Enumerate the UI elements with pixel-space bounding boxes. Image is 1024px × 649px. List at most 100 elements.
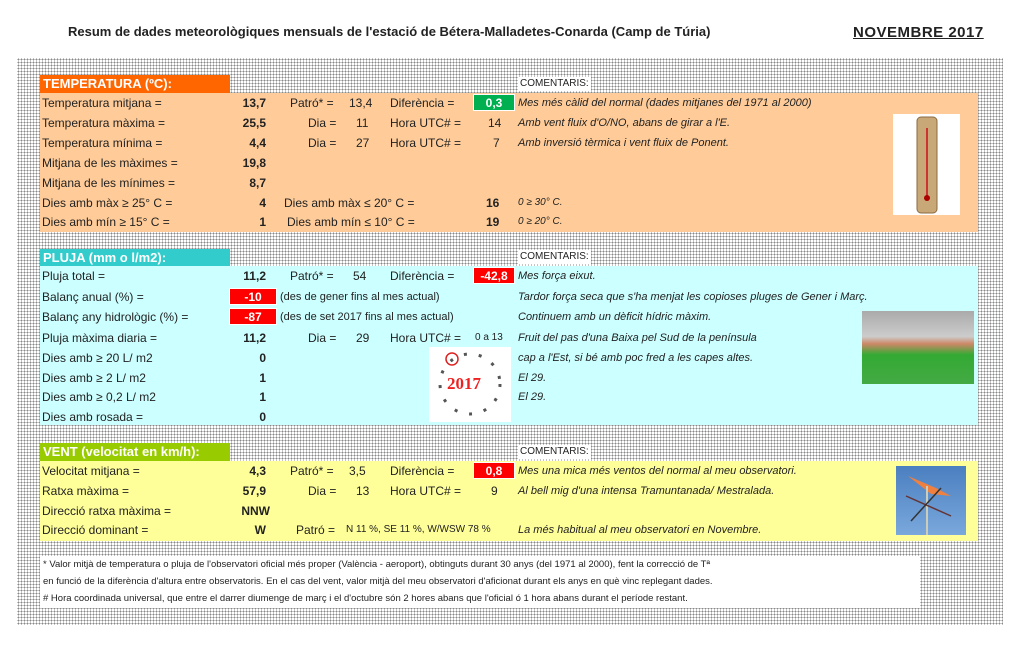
comment: 0 ≥ 20° C. — [518, 216, 563, 227]
wind-header: VENT (velocitat en km/h): — [40, 443, 230, 461]
label: Dies amb màx ≥ 25° C = — [42, 196, 173, 210]
value: 0 — [259, 410, 266, 424]
label: Dies amb ≥ 2 L/ m2 — [42, 371, 146, 385]
label: Dies amb mín ≥ 15° C = — [42, 215, 170, 229]
comment: 0 ≥ 30° C. — [518, 197, 563, 208]
value: 19,8 — [242, 156, 266, 170]
hora-value: 7 — [493, 136, 500, 150]
thermometer-image — [893, 114, 960, 215]
extra-label: Dies amb màx ≤ 20° C = — [284, 196, 415, 210]
comment: Continuem amb un dèficit hídric màxim. — [518, 311, 712, 323]
comment: Tardor força seca que s'ha menjat les co… — [518, 291, 868, 303]
temp-row-days-max: Dies amb màx ≥ 25° C = 4 Dies amb màx ≤ … — [40, 193, 978, 213]
value: 11,2 — [243, 269, 266, 283]
comment: Mes més càlid del normal (dades mitjanes… — [518, 97, 812, 109]
note: (des de set 2017 fins al mes actual) — [280, 311, 454, 323]
note: (des de gener fins al mes actual) — [280, 291, 440, 303]
comment: El 29. — [518, 372, 547, 384]
rain-header: PLUJA (mm o l/m2): — [40, 249, 230, 267]
clock-2017-image: 2017 — [429, 347, 511, 422]
footnote: en funció de la diferència d'altura entr… — [43, 576, 713, 587]
comment: Al bell mig d'una intensa Tramuntanada/ … — [518, 485, 775, 497]
temp-row-mean-max: Mitjana de les màximes = 19,8 — [40, 153, 978, 173]
hora-value: 9 — [491, 484, 498, 498]
patro-label: Patró* = — [290, 464, 334, 478]
month-title: NOVEMBRE 2017 — [853, 24, 984, 41]
label: Pluja total = — [42, 269, 106, 283]
hora-value: 0 a 13 — [475, 332, 503, 343]
page-title: Resum de dades meteorològiques mensuals … — [68, 24, 711, 39]
rain-row-max-daily: Pluja màxima diaria = 11,2 Dia = 29 Hora… — [40, 328, 978, 348]
comments-label: COMENTARIS: — [518, 445, 591, 459]
label: Direcció dominant = — [42, 523, 149, 537]
rain-row-total: Pluja total = 11,2 Patró* = 54 Diferènci… — [40, 266, 978, 286]
diff-label: Diferència = — [390, 464, 455, 478]
footnote: # Hora coordinada universal, que entre e… — [43, 593, 688, 604]
label: Velocitat mitjana = — [42, 464, 140, 478]
value: 0 — [259, 351, 266, 365]
value: 1 — [259, 215, 266, 229]
temp-row-min: Temperatura mínima = 4,4 Dia = 27 Hora U… — [40, 133, 978, 153]
value: 4,3 — [249, 464, 266, 478]
hora-label: Hora UTC# = — [390, 116, 462, 130]
value: W — [254, 523, 266, 537]
rain-row-hydro-balance: Balanç any hidrològic (%) = -87 (des de … — [40, 307, 978, 327]
dia-label: Dia = — [308, 136, 337, 150]
temp-row-max: Temperatura màxima = 25,5 Dia = 11 Hora … — [40, 113, 978, 133]
label: Balanç anual (%) = — [42, 290, 144, 304]
dia-value: 27 — [356, 136, 370, 150]
diff-label: Diferència = — [390, 96, 455, 110]
comments-label: COMENTARIS: — [518, 250, 591, 264]
value: 11,2 — [243, 331, 266, 345]
dia-value: 29 — [356, 331, 370, 345]
hora-label: Hora UTC# = — [390, 331, 462, 345]
dia-label: Dia = — [308, 331, 337, 345]
dia-label: Dia = — [308, 116, 337, 130]
wind-row-dominant: Direcció dominant = W Patró = N 11 %, SE… — [40, 520, 978, 540]
patro-value: N 11 %, SE 11 %, W/WSW 78 % — [346, 524, 491, 535]
comment: Fruit del pas d'una Baixa pel Sud de la … — [518, 332, 757, 344]
dia-label: Dia = — [308, 484, 337, 498]
dia-value: 13 — [356, 484, 370, 498]
hora-value: 14 — [488, 116, 502, 130]
temperature-header: TEMPERATURA (ºC): — [40, 75, 230, 93]
hora-label: Hora UTC# = — [390, 136, 462, 150]
value: 57,9 — [242, 484, 266, 498]
patro-label: Patró = — [296, 523, 336, 537]
temp-row-mean: Temperatura mitjana = 13,7 Patró* = 13,4… — [40, 93, 978, 113]
temp-row-mean-min: Mitjana de les mínimes = 8,7 — [40, 173, 978, 193]
value: 1 — [259, 390, 266, 404]
label: Pluja màxima diaria = — [42, 331, 158, 345]
rain-row-days-2: Dies amb ≥ 2 L/ m2 1 El 29. — [40, 368, 978, 388]
diff-value: 0,8 — [473, 462, 515, 479]
extra-value: 19 — [486, 215, 500, 229]
clock-year: 2017 — [447, 374, 481, 393]
autumn-storm-image — [862, 311, 974, 384]
temperature-section — [40, 93, 978, 232]
comment: Mes una mica més ventos del normal al me… — [518, 465, 797, 477]
value: 8,7 — [249, 176, 266, 190]
diff-value: 0,3 — [473, 94, 515, 111]
value: 4 — [259, 196, 266, 210]
extra-label: Dies amb mín ≤ 10° C = — [287, 215, 415, 229]
rain-row-days-02: Dies amb ≥ 0,2 L/ m2 1 El 29. — [40, 387, 978, 407]
hora-label: Hora UTC# = — [390, 484, 462, 498]
label: Mitjana de les mínimes = — [42, 176, 176, 190]
value: 13,7 — [242, 96, 266, 110]
value: 1 — [259, 371, 266, 385]
temp-row-days-min: Dies amb mín ≥ 15° C = 1 Dies amb mín ≤ … — [40, 212, 978, 232]
footnote: * Valor mitjà de temperatura o pluja de … — [43, 559, 710, 570]
value: 4,4 — [249, 136, 266, 150]
value: -87 — [229, 308, 277, 325]
comment: La més habitual al meu observatori en No… — [518, 524, 762, 536]
patro-value: 3,5 — [349, 464, 366, 478]
diff-value: -42,8 — [473, 267, 515, 284]
weather-vane-image — [896, 466, 966, 535]
comment: Mes força eixut. — [518, 270, 596, 282]
patro-value: 54 — [353, 269, 367, 283]
comment: El 29. — [518, 391, 547, 403]
label: Temperatura mitjana = — [42, 96, 162, 110]
comment: Amb vent fluix d'O/NO, abans de girar a … — [518, 117, 731, 129]
patro-value: 13,4 — [349, 96, 373, 110]
label: Temperatura mínima = — [42, 136, 163, 150]
